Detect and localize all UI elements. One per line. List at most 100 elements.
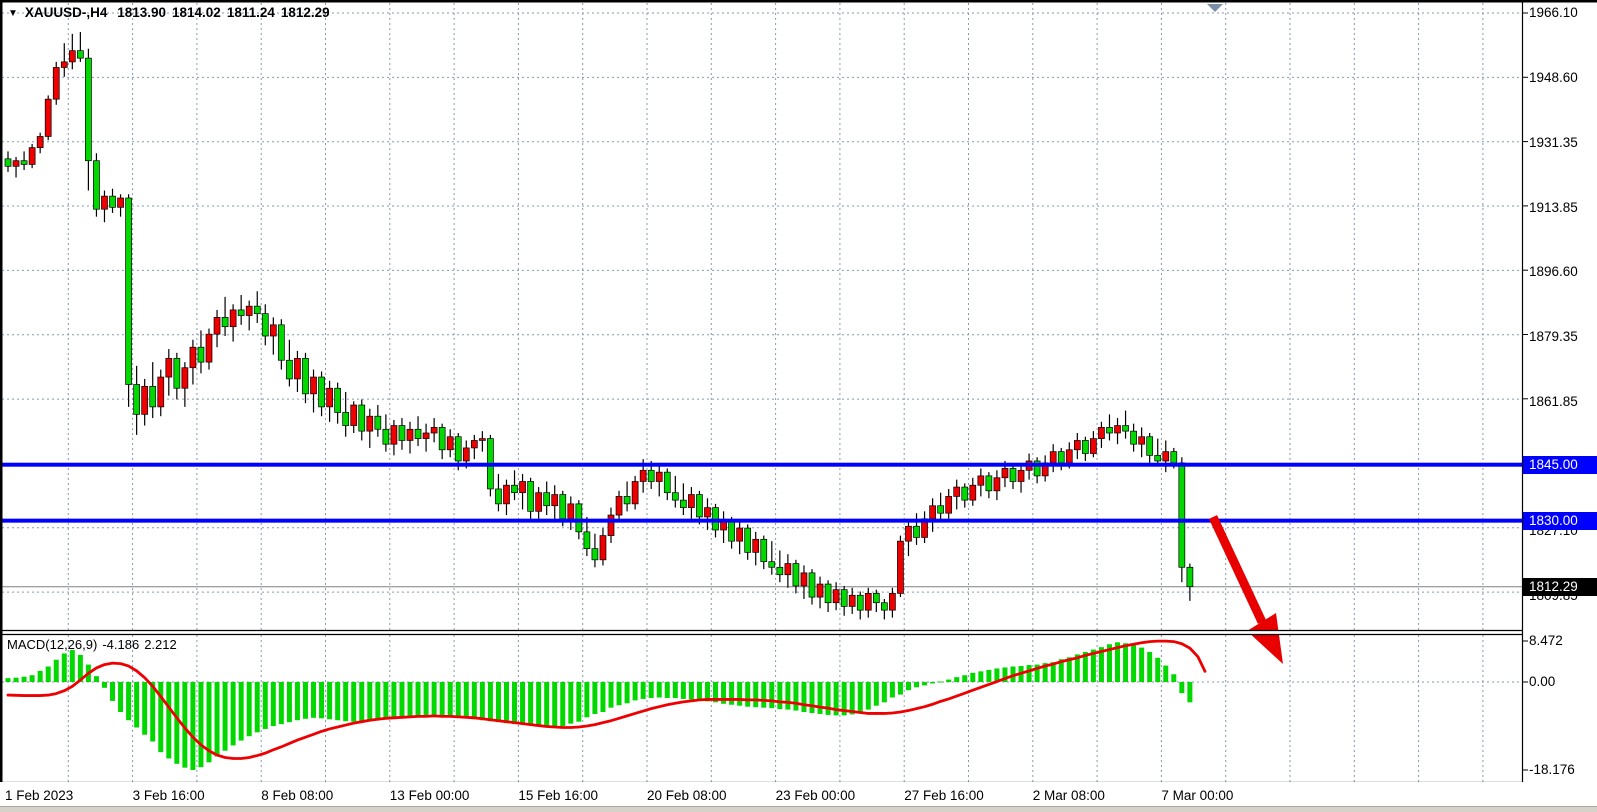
macd-histogram-bar bbox=[897, 682, 903, 695]
macd-histogram-bar bbox=[278, 682, 284, 725]
support-resistance-line[interactable] bbox=[2, 518, 1522, 523]
macd-histogram-bar bbox=[118, 682, 124, 713]
candle-body bbox=[334, 387, 341, 413]
macd-histogram-bar bbox=[1090, 649, 1096, 682]
ohlc-high: 1814.02 bbox=[172, 5, 221, 20]
time-axis-label: 7 Mar 00:00 bbox=[1161, 788, 1234, 803]
macd-histogram-bar bbox=[761, 682, 767, 708]
macd-histogram-bar bbox=[608, 682, 614, 708]
candle-body bbox=[229, 309, 237, 328]
window-top-border bbox=[0, 0, 1597, 3]
macd-histogram-bar bbox=[383, 682, 389, 719]
candle-body bbox=[1114, 425, 1121, 434]
candle-body bbox=[197, 346, 205, 363]
candle-body bbox=[406, 428, 414, 441]
macd-histogram-bar bbox=[905, 682, 911, 691]
candle-body bbox=[358, 404, 366, 432]
candle-body bbox=[479, 438, 486, 441]
macd-signal-value: 2.212 bbox=[144, 637, 177, 652]
macd-histogram-bar bbox=[1034, 664, 1040, 682]
price-axis[interactable]: 8.472 0.00 -18.176 1966.10 1948.60 1931.35… bbox=[1523, 0, 1597, 782]
macd-axis-min-label: -18.176 bbox=[1529, 762, 1575, 777]
macd-histogram-bar bbox=[487, 682, 493, 722]
candle-body bbox=[1033, 460, 1041, 477]
candle-body bbox=[607, 514, 615, 536]
macd-histogram-bar bbox=[270, 682, 276, 727]
macd-histogram-bar bbox=[1171, 674, 1177, 682]
candle-body bbox=[302, 358, 309, 395]
candle-body bbox=[688, 494, 695, 508]
macd-main-value: -4.186 bbox=[102, 637, 140, 652]
candle-body bbox=[776, 566, 784, 576]
level-price-badge: 1830.00 bbox=[1523, 511, 1597, 530]
price-axis-label: 1948.60 bbox=[1529, 70, 1578, 86]
candle-body bbox=[728, 520, 735, 542]
macd-histogram-bar bbox=[101, 682, 107, 688]
candle-body bbox=[752, 538, 760, 553]
candle-body bbox=[889, 593, 896, 611]
candle-body bbox=[567, 503, 575, 520]
macd-histogram-bar bbox=[930, 682, 936, 684]
macd-histogram-bar bbox=[230, 682, 236, 746]
symbol-ohlc-readout: ▼ XAUUSD-,H4 1813.90 1814.02 1811.24 1812.29 bbox=[8, 5, 336, 20]
candle-body bbox=[20, 160, 28, 165]
candle-body bbox=[961, 486, 969, 501]
pane-divider[interactable] bbox=[0, 630, 1522, 635]
macd-histogram-bar bbox=[520, 682, 526, 725]
macd-histogram-bar bbox=[865, 682, 871, 710]
macd-histogram-bar bbox=[801, 682, 807, 713]
time-axis-label: 23 Feb 00:00 bbox=[775, 788, 856, 803]
candle-body bbox=[993, 477, 1001, 492]
candle-body bbox=[414, 428, 422, 439]
macd-histogram-bar bbox=[463, 682, 469, 719]
macd-histogram-bar bbox=[729, 682, 735, 705]
macd-histogram-bar bbox=[544, 682, 550, 726]
support-resistance-line[interactable] bbox=[2, 462, 1522, 467]
candle-body bbox=[1154, 455, 1162, 462]
macd-histogram-bar bbox=[503, 682, 509, 724]
macd-histogram-bar bbox=[970, 672, 976, 682]
candle-body bbox=[969, 484, 977, 501]
macd-histogram-bar bbox=[294, 682, 300, 721]
macd-histogram-bar bbox=[471, 682, 477, 720]
candle-body bbox=[1057, 451, 1065, 464]
macd-histogram-bar bbox=[455, 682, 461, 718]
candle-body bbox=[1122, 425, 1129, 432]
macd-histogram-bar bbox=[311, 682, 317, 718]
macd-histogram-bar bbox=[512, 682, 518, 725]
macd-histogram-bar bbox=[1098, 647, 1104, 682]
time-axis[interactable]: 1 Feb 2023 3 Feb 16:00 8 Feb 08:00 13 Feb 0… bbox=[0, 782, 1523, 806]
candle-body bbox=[350, 404, 358, 426]
macd-histogram-bar bbox=[206, 682, 212, 763]
candle-body bbox=[527, 481, 534, 512]
trend-arrow-annotation[interactable] bbox=[1208, 515, 1283, 664]
macd-histogram-bar bbox=[423, 682, 429, 716]
candle-body bbox=[824, 583, 832, 604]
candle-body bbox=[623, 496, 631, 505]
symbol-dropdown-icon[interactable]: ▼ bbox=[8, 8, 18, 19]
candle-body bbox=[535, 492, 542, 512]
macd-histogram-bar bbox=[962, 675, 968, 682]
macd-histogram-bar bbox=[600, 682, 606, 713]
candle-body bbox=[133, 384, 140, 415]
candle-body bbox=[60, 61, 68, 68]
time-axis-label: 13 Feb 00:00 bbox=[389, 788, 470, 803]
macd-histogram-bar bbox=[302, 682, 308, 719]
candle-body bbox=[832, 589, 840, 604]
macd-histogram-bar bbox=[632, 682, 638, 701]
price-axis-label: 1913.85 bbox=[1529, 199, 1578, 215]
macd-histogram-bar bbox=[873, 682, 879, 706]
candle-body bbox=[615, 496, 623, 516]
macd-histogram-bar bbox=[1123, 643, 1129, 682]
candle-body bbox=[872, 593, 880, 604]
candle-body bbox=[543, 492, 551, 507]
macd-histogram-bar bbox=[889, 682, 895, 698]
candle-body bbox=[470, 440, 478, 449]
macd-histogram-bar bbox=[190, 682, 196, 770]
candle-body bbox=[149, 386, 157, 408]
candle-body bbox=[189, 346, 197, 369]
candle-body bbox=[591, 548, 599, 561]
macd-histogram-bar bbox=[1042, 663, 1048, 682]
